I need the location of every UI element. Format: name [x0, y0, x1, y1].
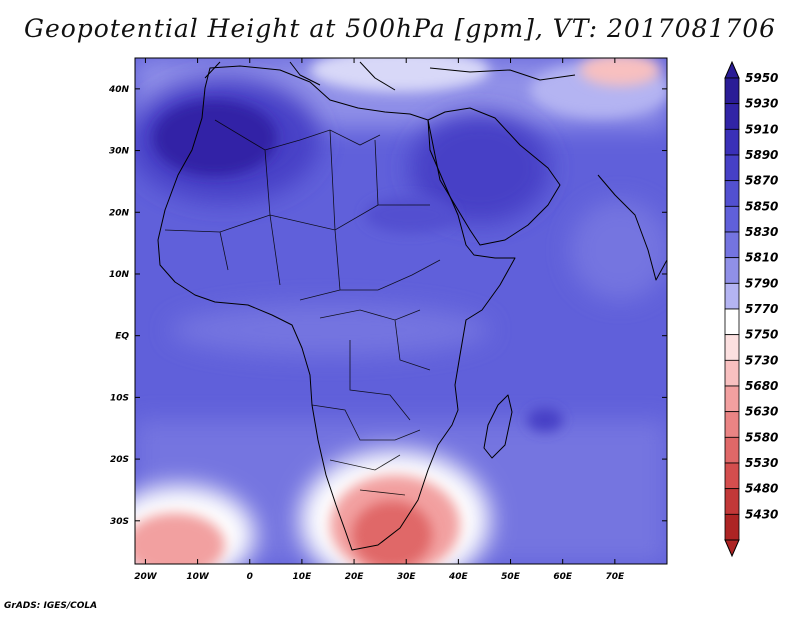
- plot-frame: [134, 57, 668, 565]
- y-tick-label: 20N: [109, 208, 130, 218]
- colorbar-swatch: [724, 257, 740, 284]
- y-axis: 40N 30N 20N 10N EQ 10S 20S 30S: [108, 85, 667, 527]
- x-tick-label: 0: [247, 572, 253, 582]
- colorbar-label: 5910: [745, 122, 778, 136]
- border-line-central: [299, 289, 431, 421]
- colorbar-swatch: [724, 334, 740, 361]
- x-tick-label: 70E: [605, 572, 625, 582]
- colorbar-label: 5730: [745, 353, 778, 367]
- x-tick-label: 10E: [293, 572, 313, 582]
- colorbar-top-arrow: [724, 60, 740, 79]
- field-asia-trough: [580, 58, 660, 86]
- colorbar-label: 5430: [745, 507, 778, 521]
- colorbar-label: 5530: [745, 456, 778, 470]
- europe-coastline: [204, 61, 576, 91]
- colorbar-swatch: [724, 359, 740, 387]
- colorbar-label: 5630: [745, 405, 778, 419]
- colorbar-swatch: [724, 282, 740, 310]
- x-tick-label: 20W: [134, 572, 158, 582]
- field-sa-trough-core: [352, 501, 432, 564]
- colorbar-label: 5890: [745, 148, 778, 162]
- colorbar-swatch: [724, 154, 740, 182]
- field-india-band: [570, 200, 667, 300]
- border-line-sahel: [164, 204, 441, 291]
- colorbar-swatch: [724, 231, 740, 259]
- x-axis: 20W 10W 0 10E 20E 30E 40E 50E 60E 70E: [134, 58, 625, 582]
- coastlines: [157, 61, 667, 551]
- colorbar-swatch: [724, 308, 740, 336]
- y-tick-label: 10N: [109, 270, 130, 280]
- field-equatorial-band: [170, 304, 490, 356]
- colorbar-swatch: [724, 205, 740, 233]
- border-line-north: [214, 119, 430, 231]
- colorbar-swatch: [724, 103, 740, 130]
- y-tick-label: 30N: [109, 147, 130, 157]
- y-tick-label: 20S: [110, 455, 129, 465]
- colorbar-label: 5680: [745, 379, 778, 393]
- grads-credit: GrADS: IGES/COLA: [4, 601, 98, 611]
- y-tick-label: EQ: [115, 332, 129, 342]
- x-tick-label: 20E: [345, 572, 365, 582]
- colorbar-label: 5770: [745, 302, 778, 316]
- colorbar-label: 5580: [745, 430, 778, 444]
- colorbar-label: 5810: [745, 251, 778, 265]
- colorbar-swatch: [724, 488, 740, 515]
- arabia-coastline: [427, 107, 561, 246]
- field-arabian-high: [410, 113, 550, 223]
- field-madagascar-high: [527, 408, 563, 432]
- colorbar-swatch: [724, 77, 740, 105]
- colorbar-swatch: [724, 513, 740, 541]
- x-tick-label: 40E: [448, 572, 469, 582]
- field-sudan-high: [365, 197, 455, 233]
- colorbar-swatch: [724, 436, 740, 464]
- colorbar-label: 5870: [745, 174, 778, 188]
- colorbar: 5950 5930 5910 5890 5870 5850 5830 5810 5790 5770…: [724, 60, 778, 558]
- x-tick-label: 60E: [553, 572, 573, 582]
- map-title: Geopotential Height at 500hPa [gpm], VT:…: [23, 14, 777, 43]
- colorbar-label: 5930: [745, 97, 778, 111]
- border-line-south: [311, 404, 421, 496]
- x-tick-label: 30E: [397, 572, 417, 582]
- height-field: [135, 58, 667, 564]
- colorbar-label: 5950: [745, 71, 778, 85]
- colorbar-swatch: [724, 462, 740, 490]
- colorbar-swatch: [724, 180, 740, 207]
- colorbar-label: 5480: [745, 482, 778, 496]
- country-borders: [164, 119, 441, 496]
- colorbar-label: 5790: [745, 276, 778, 290]
- madagascar-outline: [483, 394, 513, 459]
- x-tick-label: 10W: [186, 572, 210, 582]
- colorbar-label: 5830: [745, 225, 778, 239]
- field-sahara-high-core: [153, 100, 277, 176]
- colorbar-bottom-arrow: [724, 539, 740, 558]
- field-med-light: [310, 58, 490, 92]
- colorbar-swatch: [724, 385, 740, 413]
- india-coastline: [597, 174, 667, 281]
- colorbar-swatch: [724, 411, 740, 438]
- x-tick-label: 50E: [501, 572, 521, 582]
- colorbar-label: 5850: [745, 199, 778, 213]
- y-tick-label: 10S: [110, 393, 129, 403]
- africa-coastline: [157, 65, 516, 551]
- y-tick-label: 40N: [108, 85, 130, 95]
- y-tick-label: 30S: [110, 517, 129, 527]
- colorbar-swatch: [724, 128, 740, 156]
- colorbar-label: 5750: [745, 328, 778, 342]
- field-atl-trough-core: [135, 513, 225, 564]
